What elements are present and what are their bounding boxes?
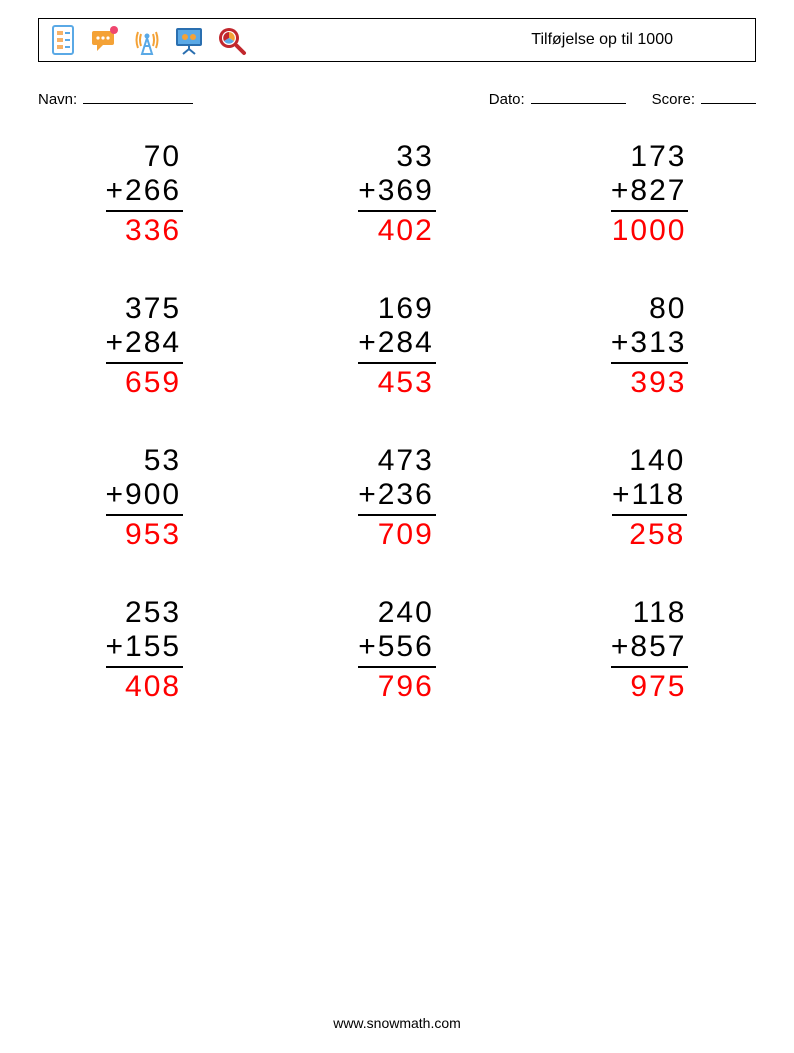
addend-a: 375 <box>106 292 184 326</box>
score-blank[interactable] <box>701 90 756 104</box>
addend-b: +900 <box>106 478 184 516</box>
addend-a: 80 <box>611 292 689 326</box>
answer: 393 <box>611 364 689 400</box>
problem: 53+900953 <box>38 444 251 552</box>
presentation-icon <box>173 24 205 56</box>
problem: 240+556796 <box>291 596 504 704</box>
answer: 953 <box>106 516 184 552</box>
chat-icon <box>89 24 121 56</box>
magnify-chart-icon <box>215 24 247 56</box>
addend-b: +556 <box>358 630 436 668</box>
name-label: Navn: <box>38 91 77 108</box>
addend-a: 473 <box>358 444 436 478</box>
survey-icon <box>47 24 79 56</box>
problem: 80+313393 <box>543 292 756 400</box>
meta-row: Navn: Dato: Score: <box>38 90 756 108</box>
answer: 408 <box>106 668 184 704</box>
addend-b: +155 <box>106 630 184 668</box>
answer: 336 <box>106 212 184 248</box>
addend-b: +284 <box>358 326 436 364</box>
addend-a: 33 <box>358 140 436 174</box>
addend-a: 169 <box>358 292 436 326</box>
problem-grid: 70+26633633+369402173+8271000375+2846591… <box>38 140 756 704</box>
problem: 375+284659 <box>38 292 251 400</box>
addend-a: 240 <box>358 596 436 630</box>
problem: 253+155408 <box>38 596 251 704</box>
name-blank[interactable] <box>83 90 193 104</box>
score-label: Score: <box>652 91 695 108</box>
header-icon-row <box>47 24 247 56</box>
addend-b: +313 <box>611 326 689 364</box>
antenna-icon <box>131 24 163 56</box>
addend-b: +118 <box>612 478 687 516</box>
answer: 1000 <box>611 212 689 248</box>
problem: 169+284453 <box>291 292 504 400</box>
addend-a: 53 <box>106 444 184 478</box>
meta-right: Dato: Score: <box>489 90 756 108</box>
worksheet-title: Tilføjelse op til 1000 <box>531 31 673 49</box>
answer: 402 <box>358 212 436 248</box>
answer: 975 <box>611 668 689 704</box>
problem: 118+857975 <box>543 596 756 704</box>
addend-b: +827 <box>611 174 689 212</box>
addend-a: 253 <box>106 596 184 630</box>
answer: 659 <box>106 364 184 400</box>
addend-b: +284 <box>106 326 184 364</box>
meta-left: Navn: <box>38 90 193 108</box>
answer: 796 <box>358 668 436 704</box>
addend-b: +236 <box>358 478 436 516</box>
addend-a: 173 <box>611 140 689 174</box>
addend-b: +857 <box>611 630 689 668</box>
problem: 140+118258 <box>543 444 756 552</box>
footer-url: www.snowmath.com <box>0 1015 794 1031</box>
date-blank[interactable] <box>531 90 626 104</box>
header-box: Tilføjelse op til 1000 <box>38 18 756 62</box>
addend-a: 118 <box>611 596 689 630</box>
answer: 258 <box>612 516 687 552</box>
addend-a: 70 <box>106 140 184 174</box>
problem: 173+8271000 <box>543 140 756 248</box>
answer: 453 <box>358 364 436 400</box>
problem: 33+369402 <box>291 140 504 248</box>
date-label: Dato: <box>489 91 525 108</box>
problem: 70+266336 <box>38 140 251 248</box>
addend-a: 140 <box>612 444 687 478</box>
addend-b: +369 <box>358 174 436 212</box>
addend-b: +266 <box>106 174 184 212</box>
answer: 709 <box>358 516 436 552</box>
problem: 473+236709 <box>291 444 504 552</box>
